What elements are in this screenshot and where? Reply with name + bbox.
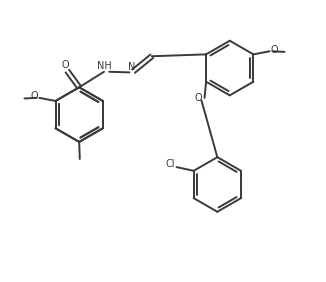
Text: NH: NH <box>97 61 112 71</box>
Text: Cl: Cl <box>165 159 174 169</box>
Text: N: N <box>128 62 135 72</box>
Text: O: O <box>31 91 38 101</box>
Text: O: O <box>270 45 278 55</box>
Text: O: O <box>195 93 202 103</box>
Text: O: O <box>61 60 69 70</box>
